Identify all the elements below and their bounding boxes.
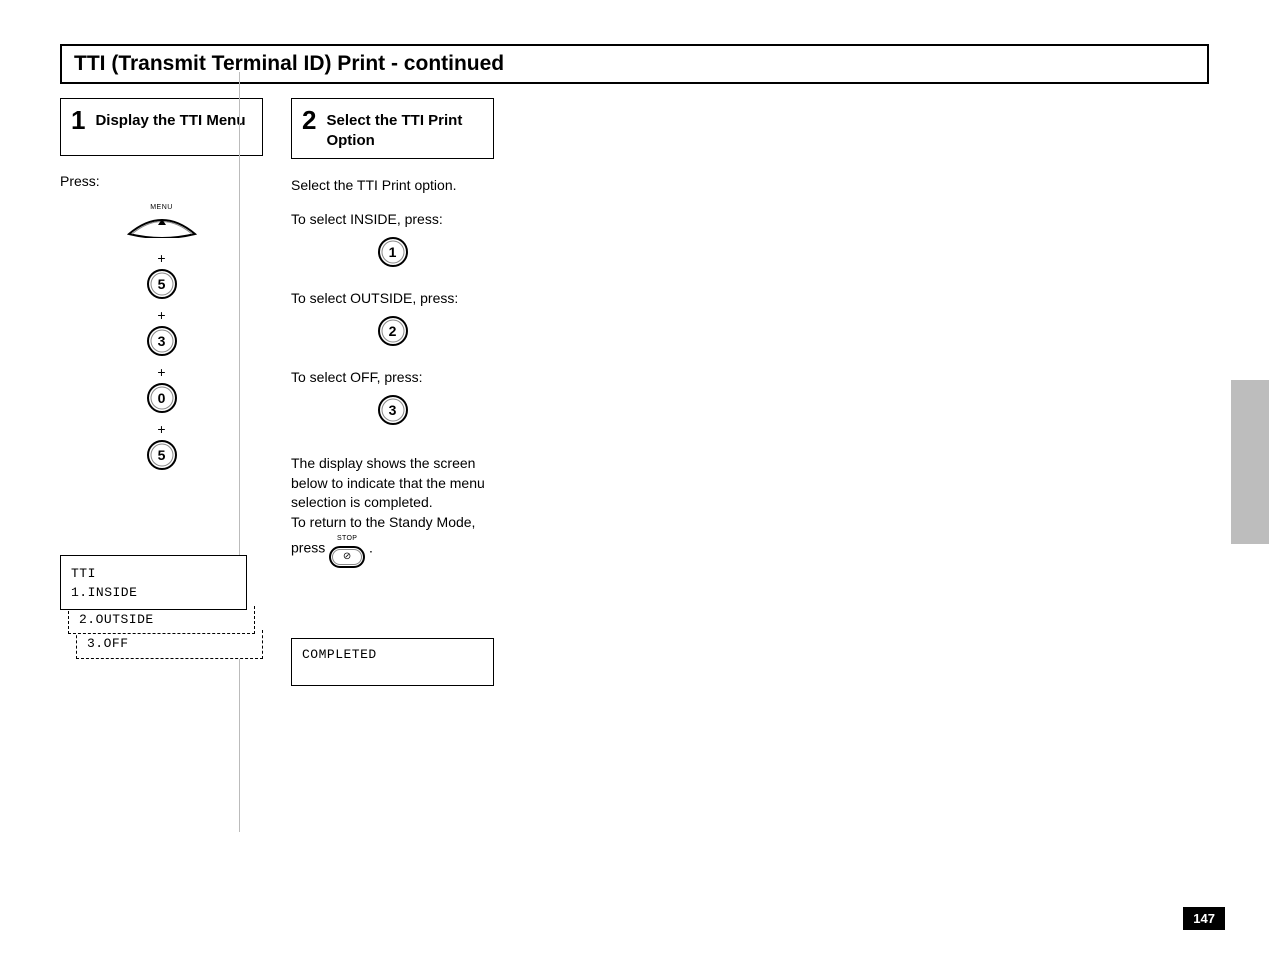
lcd-line: 1.INSIDE — [71, 583, 236, 603]
lcd-completed: COMPLETED — [291, 638, 494, 686]
lcd-group: TTI 1.INSIDE 2.OUTSIDE 3.OFF — [60, 555, 263, 667]
menu-button-label: MENU — [127, 204, 197, 211]
key-0-button[interactable]: 0 — [147, 383, 177, 413]
key-1-button[interactable]: 1 — [378, 237, 408, 267]
press-label: Press: — [60, 172, 263, 192]
completion-para: The display shows the screen below to in… — [291, 454, 494, 566]
step1-column: 1 Display the TTI Menu Press: MENU + 5 +… — [60, 98, 263, 667]
press-sequence: MENU + 5 + 3 + 0 + 5 — [60, 200, 263, 475]
key-2-button[interactable]: 2 — [378, 316, 408, 346]
step2-intro: Select the TTI Print option. — [291, 177, 494, 193]
stop-icon: ⊘ — [343, 552, 351, 562]
para-press-suffix: . — [369, 540, 373, 556]
key-5-button[interactable]: 5 — [147, 269, 177, 299]
column-separator — [239, 72, 240, 832]
key-label: 2 — [389, 324, 397, 338]
plus-icon: + — [60, 365, 263, 379]
plus-icon: + — [60, 251, 263, 265]
key-label: 5 — [158, 277, 166, 291]
step2-number: 2 — [302, 107, 316, 133]
side-tab — [1231, 380, 1269, 544]
stop-button[interactable]: STOP ⊘ — [329, 534, 365, 568]
inside-instruction: To select INSIDE, press: — [291, 211, 494, 227]
lcd-line: 2.OUTSIDE — [79, 610, 244, 630]
page-number: 147 — [1183, 907, 1225, 930]
lcd-screen-option: 3.OFF — [76, 630, 263, 659]
plus-icon: + — [60, 422, 263, 436]
para-press-prefix: press — [291, 540, 329, 556]
key-3-button[interactable]: 3 — [147, 326, 177, 356]
step2-header: 2 Select the TTI Print Option — [291, 98, 494, 159]
outside-instruction: To select OUTSIDE, press: — [291, 290, 494, 306]
menu-button-icon — [127, 212, 197, 238]
step2-title: Select the TTI Print Option — [326, 107, 483, 150]
step1-title: Display the TTI Menu — [95, 107, 245, 131]
key-label: 5 — [158, 448, 166, 462]
key-label: 3 — [389, 403, 397, 417]
plus-icon: + — [60, 308, 263, 322]
step2-column: 2 Select the TTI Print Option Select the… — [291, 98, 494, 686]
key-label: 1 — [389, 245, 397, 259]
page-title: TTI (Transmit Terminal ID) Print - conti… — [60, 44, 1209, 84]
menu-button[interactable]: MENU — [127, 204, 197, 243]
step1-header: 1 Display the TTI Menu — [60, 98, 263, 156]
key-5-button-2[interactable]: 5 — [147, 440, 177, 470]
lcd-line: TTI — [71, 564, 236, 584]
lcd-screen-option: 2.OUTSIDE — [68, 606, 255, 635]
off-instruction: To select OFF, press: — [291, 369, 494, 385]
lcd-line: 3.OFF — [87, 634, 252, 654]
para-line: The display shows the screen below to in… — [291, 455, 485, 510]
key-3-option-button[interactable]: 3 — [378, 395, 408, 425]
key-label: 3 — [158, 334, 166, 348]
step1-number: 1 — [71, 107, 85, 133]
para-line: To return to the Standy Mode, — [291, 514, 475, 530]
key-label: 0 — [158, 391, 166, 405]
stop-button-label: STOP — [329, 534, 365, 544]
lcd-screen-main: TTI 1.INSIDE — [60, 555, 247, 610]
